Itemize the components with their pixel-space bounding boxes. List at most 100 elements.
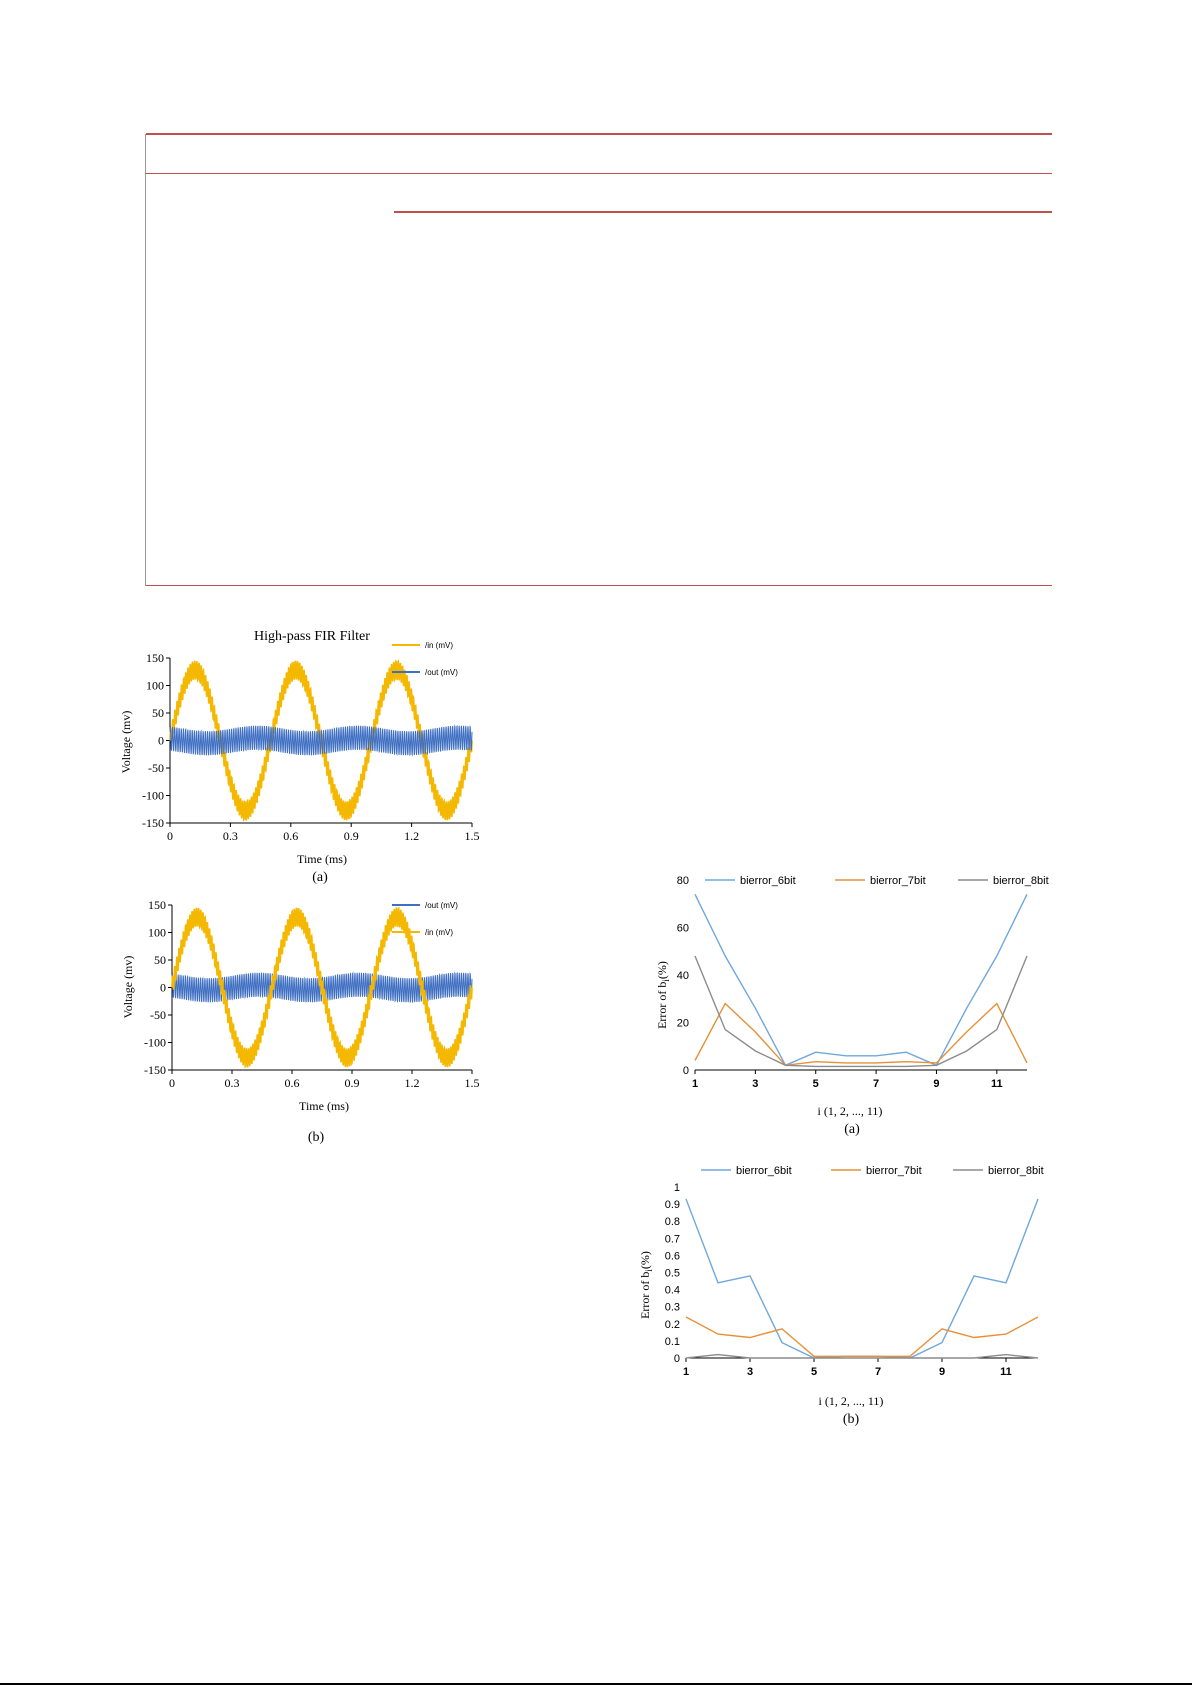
output-signal-line [169, 724, 473, 757]
x-tick-label: 1 [683, 1366, 689, 1378]
x-tick-label: 7 [873, 1078, 879, 1090]
error-chart-b-ylabel-suffix: (%) [638, 1251, 652, 1269]
error-chart-b-ylabel: Error of bi(%) [638, 1251, 654, 1319]
y-tick-label: 40 [677, 970, 689, 982]
x-tick-label: 5 [811, 1366, 817, 1378]
fir-chart-a: High-pass FIR Filter 150 100 50 0 -50 -100 -15… [119, 629, 480, 885]
x-tick-label: 0 [169, 1076, 175, 1090]
x-tick-label: 9 [933, 1078, 939, 1090]
error-chart-a-ylabel-main: Error of b [655, 982, 669, 1029]
x-tick-label: 9 [939, 1366, 945, 1378]
y-tick-label: -100 [142, 789, 164, 803]
legend-label: bierror_8bit [993, 875, 1049, 887]
y-tick-label: 0 [158, 734, 164, 748]
error-chart-a-ylabel-sub: i [661, 979, 671, 982]
fir-chart-a-title: High-pass FIR Filter [254, 629, 370, 644]
y-tick-label: 0 [674, 1353, 680, 1365]
table-top-rule [146, 133, 1052, 135]
x-tick-label: 1.5 [465, 829, 480, 843]
y-tick-label: 20 [677, 1018, 689, 1030]
y-tick-label: 0.7 [665, 1233, 680, 1245]
error-chart-a-caption: (a) [844, 1122, 860, 1137]
fir-chart-a-caption: (a) [312, 870, 328, 885]
fir-chart-a-ylabel: Voltage (mv) [119, 711, 133, 774]
x-tick-label: 1.2 [404, 829, 419, 843]
legend-label: /in (mV) [425, 928, 453, 937]
y-tick-label: 0 [160, 981, 166, 995]
x-tick-label: 1.5 [465, 1076, 480, 1090]
legend-label: bierror_6bit [740, 875, 796, 887]
error-chart-b-ylabel-sub: i [644, 1269, 654, 1272]
x-tick-label: 7 [875, 1366, 881, 1378]
table-left-border [145, 134, 146, 586]
fir-chart-b-ylabel: Voltage (mv) [121, 956, 135, 1019]
input-signal-line [171, 906, 473, 1069]
y-tick-label: 60 [677, 923, 689, 935]
series-line-bierror_6bit [694, 893, 1028, 1067]
x-tick-label: 0.6 [285, 1076, 300, 1090]
x-tick-label: 0.9 [345, 1076, 360, 1090]
y-tick-label: -50 [150, 1008, 166, 1022]
y-tick-label: 50 [152, 706, 164, 720]
legend-label: bierror_8bit [988, 1165, 1044, 1177]
error-chart-a-ylabel-suffix: (%) [655, 961, 669, 979]
y-tick-label: 100 [146, 679, 164, 693]
error-chart-a-xlabel: i (1, 2, ..., 11) [818, 1104, 883, 1118]
series-line-bierror_7bit [694, 1002, 1028, 1067]
legend-label: /out (mV) [425, 901, 458, 910]
y-tick-label: -150 [144, 1063, 166, 1077]
error-chart-b: 10.90.80.70.60.50.40.30.20.101 3 5 7 9 11 bie… [638, 1165, 1044, 1427]
y-tick-label: 1 [674, 1182, 680, 1194]
legend-label: bierror_6bit [736, 1165, 792, 1177]
error-chart-b-caption: (b) [843, 1412, 860, 1427]
error-chart-b-ylabel-main: Error of b [638, 1272, 652, 1319]
series-line-bierror_8bit [685, 1353, 1039, 1359]
y-tick-label: 0.9 [665, 1199, 680, 1211]
y-tick-label: 0.8 [665, 1216, 680, 1228]
x-tick-label: 0.3 [225, 1076, 240, 1090]
y-tick-label: -100 [144, 1036, 166, 1050]
x-tick-label: 1 [692, 1078, 698, 1090]
error-chart-a: 80 60 40 20 01 3 5 7 9 11 bierror_6bit bierror_7bi… [655, 875, 1049, 1137]
y-tick-label: -150 [142, 816, 164, 830]
y-tick-label: 0.5 [665, 1268, 680, 1280]
y-tick-label: 50 [154, 953, 166, 967]
x-tick-label: 11 [991, 1078, 1003, 1090]
series-line-bierror_7bit [685, 1316, 1039, 1358]
x-tick-label: 11 [1000, 1366, 1012, 1378]
error-chart-a-ylabel: Error of bi(%) [655, 961, 671, 1029]
y-tick-label: 0.6 [665, 1250, 680, 1262]
x-tick-label: 0.3 [223, 829, 238, 843]
x-tick-label: 5 [813, 1078, 819, 1090]
y-tick-label: 80 [677, 875, 689, 887]
legend-label: bierror_7bit [870, 875, 926, 887]
table-subheader-rule [394, 211, 1052, 213]
y-tick-label: 0.1 [665, 1336, 680, 1348]
page-bottom-rule [0, 1683, 1192, 1685]
series-line-bierror_6bit [685, 1198, 1039, 1359]
x-tick-label: 1.2 [405, 1076, 420, 1090]
y-tick-label: 0.2 [665, 1319, 680, 1331]
x-tick-label: 3 [747, 1366, 753, 1378]
legend-label: /in (mV) [425, 641, 453, 650]
series-line-bierror_8bit [694, 955, 1028, 1068]
y-tick-label: 0.4 [665, 1285, 680, 1297]
y-tick-label: 150 [146, 651, 164, 665]
fir-chart-a-xlabel: Time (ms) [297, 852, 347, 866]
y-tick-label: 0.3 [665, 1302, 680, 1314]
x-tick-label: 0.6 [283, 829, 298, 843]
x-tick-label: 0.9 [344, 829, 359, 843]
fir-chart-b-caption: (b) [308, 1130, 325, 1145]
x-tick-label: 0 [167, 829, 173, 843]
table-bottom-rule [146, 585, 1052, 586]
y-tick-label: 0 [683, 1065, 689, 1077]
error-chart-b-xlabel: i (1, 2, ..., 11) [819, 1394, 884, 1408]
fir-chart-b-xlabel: Time (ms) [299, 1099, 349, 1113]
table-header-rule [146, 173, 1052, 174]
legend-label: bierror_7bit [866, 1165, 922, 1177]
legend-label: /out (mV) [425, 668, 458, 677]
y-tick-label: -50 [148, 761, 164, 775]
x-tick-label: 3 [752, 1078, 758, 1090]
y-tick-label: 100 [148, 926, 166, 940]
